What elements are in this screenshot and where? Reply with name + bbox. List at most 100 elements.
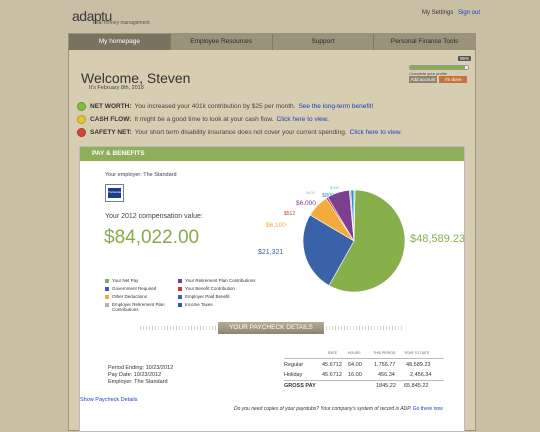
row-label: Holiday [284,372,303,378]
add-account-button[interactable]: Add account [409,76,437,83]
comp-value: $84,022.00 [104,227,200,248]
cell: 64.00 [348,362,362,368]
alert-label: NET WORTH: [90,102,132,110]
legend-item: Employer Retirement Plan Contributions [105,302,175,312]
pie-data-label: $400 [306,190,315,195]
legend-swatch [178,279,182,283]
pay-date: Pay Date: 10/23/2012 [108,372,162,378]
employer: Employer: The Standard [108,379,168,385]
cell: 16.00 [348,372,362,378]
cell: 1845.22 [376,383,396,389]
alert-cash-flow: CASH FLOW: It might be a good time to lo… [77,114,329,124]
legend-item: Government Required [105,286,175,291]
legend-label: Your Net Pay [112,278,139,283]
gross-pay-label: GROSS PAY [284,383,316,389]
status-dot-icon [77,101,86,111]
legend-label: Your Retirement Plan Contributions [185,278,256,283]
period-ending: Period Ending: 10/23/2012 [108,365,174,371]
alert-link[interactable]: Click here to view. [349,128,403,136]
alert-text: It might be a good time to look at your … [134,115,274,123]
legend-label: Other Deductions [112,294,148,299]
tab-my-homepage[interactable]: My homepage [69,34,171,50]
alert-label: CASH FLOW: [90,115,132,123]
main-frame: My homepage Employee Resources Support P… [68,33,476,432]
alert-text: You increased your 401k contribution by … [134,102,296,110]
tab-personal-finance-tools[interactable]: Personal Finance Tools [390,38,459,45]
alert-safety-net: SAFETY NET: Your short term disability i… [77,127,402,137]
go-there-now-link[interactable]: Go there now [412,406,443,412]
status-dot-icon [77,114,86,124]
alert-label: SAFETY NET: [90,128,132,136]
col-ytd: YEAR TO DATE [404,351,430,355]
col-rate: RATE [328,351,338,355]
tab-employee-resources[interactable]: Employee Resources [171,34,273,50]
pie-slice [353,189,356,242]
progress-caption: Complete your profile [409,71,448,76]
paycheck-details-band: YOUR PAYCHECK DETAILS [140,322,402,334]
status-dot-icon [77,127,86,137]
im-done-button[interactable]: I'm done [439,76,467,83]
top-bar: adaptu Total money management. My Settin… [0,0,540,33]
copies-text: Do you need copies of your paystubs? You… [234,406,412,412]
sign-out-link[interactable]: Sign out [458,10,481,16]
legend-swatch [105,295,109,299]
alert-link[interactable]: See the long-term benefit! [298,102,374,110]
pay-benefits-panel: PAY & BENEFITS Your employer: The Standa… [79,146,465,432]
cell: 48,589.23 [406,362,431,368]
progress-bar [409,65,469,70]
logo: adaptu [72,8,112,24]
legend-item: Other Deductions [105,294,175,299]
progress-fill [410,66,466,69]
panel-title: PAY & BENEFITS [80,147,464,161]
cell: 45.6712 [322,362,342,368]
legend-label: Employer Paid Benefit [185,294,230,299]
legend-item: Income Taxes [178,302,268,307]
cell: 45.6712 [322,372,342,378]
cell: 65,845.22 [404,383,429,389]
alert-net-worth: NET WORTH: You increased your 401k contr… [77,101,373,111]
my-settings-link[interactable]: My Settings [422,10,454,16]
legend-swatch [105,279,109,283]
pie-data-label: $512 [284,211,296,217]
pie-slice [328,189,406,293]
legend-label: Income Taxes [185,302,213,307]
pie-data-label: $800 [322,193,335,199]
legend-swatch [178,287,182,291]
legend-swatch [105,303,109,307]
progress-percent: 95% [457,56,471,61]
col-this-period: THIS PERIOD [373,351,396,355]
pie-data-label: $300 [330,185,339,190]
col-hours: HOURS [348,351,361,355]
comp-label: Your 2012 compensation value: [105,213,203,220]
alert-text: Your short term disability insurance doe… [134,128,347,136]
paycheck-details-title: YOUR PAYCHECK DETAILS [218,322,324,334]
divider [284,358,444,359]
paystub-copies-note: Do you need copies of your paystubs? You… [234,406,443,412]
divider [284,380,444,381]
tagline: Total money management. [92,20,151,26]
legend-item: Your Net Pay [105,278,175,283]
page-title: Welcome, Steven [81,70,191,86]
legend-swatch [178,303,182,307]
main-nav: My homepage Employee Resources Support P… [69,34,475,50]
legend-item: Your Benefit Contribution [178,286,268,291]
tab-support[interactable]: Support [273,34,375,50]
legend-item: Employer Paid Benefit [178,294,268,299]
pie-slice [302,214,355,286]
alert-link[interactable]: Click here to view. [276,115,329,123]
employer-line: Your employer: The Standard [105,172,177,178]
cell: 456.34 [378,372,395,378]
legend-label: Your Benefit Contribution [185,286,235,291]
employer-logo: TheStandard [105,184,124,202]
pie-data-label: $6,000 [296,200,316,207]
pie-data-label: $21,321 [258,249,284,256]
date-text: It's February 8th, 2018 [89,85,144,91]
row-label: GROSS PAY [284,383,316,389]
legend-swatch [105,287,109,291]
legend-label: Government Required [112,286,157,291]
pie-data-label: $6,100 [266,222,286,229]
cell: 1,756.77 [374,362,396,368]
compensation-pie-chart [302,189,406,293]
row-label: Regular [284,362,304,368]
show-paycheck-details-link[interactable]: Show Paycheck Details [80,397,138,403]
